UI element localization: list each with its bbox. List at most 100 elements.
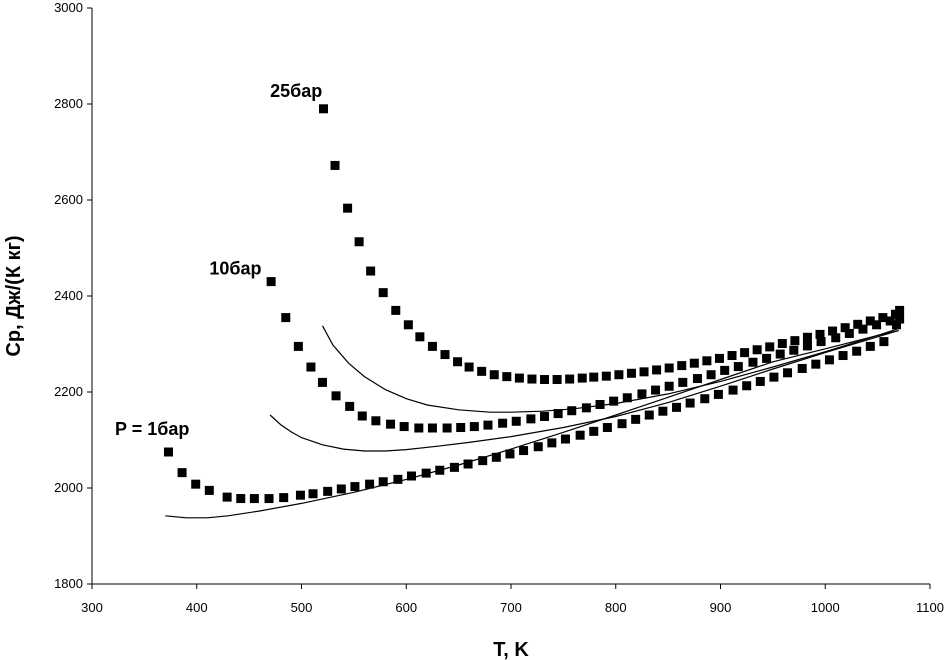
data-point bbox=[435, 465, 445, 475]
data-point bbox=[797, 363, 807, 373]
data-point bbox=[602, 423, 612, 433]
x-axis-label: T, K bbox=[493, 639, 529, 660]
pressure-label: 25бар bbox=[270, 81, 322, 101]
data-point bbox=[427, 341, 437, 351]
data-point bbox=[614, 370, 624, 380]
data-point bbox=[878, 313, 888, 323]
data-point bbox=[366, 266, 376, 276]
x-tick-label: 500 bbox=[291, 600, 313, 615]
data-point bbox=[331, 391, 341, 401]
data-point bbox=[414, 423, 424, 433]
data-point bbox=[365, 479, 375, 489]
data-point bbox=[626, 368, 636, 378]
data-point bbox=[865, 341, 875, 351]
x-tick-label: 400 bbox=[186, 600, 208, 615]
y-axis-label: Cp, Дж/(К кг) bbox=[3, 235, 25, 356]
data-point bbox=[483, 420, 493, 430]
data-point bbox=[498, 418, 508, 428]
data-point bbox=[279, 493, 289, 503]
data-point bbox=[858, 324, 868, 334]
data-point bbox=[811, 359, 821, 369]
data-point bbox=[403, 320, 413, 330]
data-point bbox=[895, 314, 905, 324]
pressure-label: 10бар bbox=[209, 258, 261, 278]
data-point bbox=[589, 426, 599, 436]
data-point bbox=[204, 485, 214, 495]
model-curve-4 bbox=[269, 330, 899, 452]
data-point bbox=[824, 355, 834, 365]
data-markers bbox=[163, 104, 905, 504]
data-point bbox=[713, 389, 723, 399]
data-point bbox=[637, 389, 647, 399]
data-point bbox=[386, 419, 396, 429]
y-tick-label: 2200 bbox=[54, 384, 83, 399]
data-point bbox=[816, 337, 826, 347]
data-point bbox=[330, 160, 340, 170]
data-point bbox=[777, 339, 787, 349]
y-tick-label: 3000 bbox=[54, 0, 83, 15]
data-point bbox=[456, 423, 466, 433]
x-tick-label: 700 bbox=[500, 600, 522, 615]
data-point bbox=[505, 449, 515, 459]
data-point bbox=[427, 423, 437, 433]
data-point bbox=[477, 366, 487, 376]
data-point bbox=[802, 332, 812, 342]
x-tick-label: 300 bbox=[81, 600, 103, 615]
data-point bbox=[601, 371, 611, 381]
data-point bbox=[469, 422, 479, 432]
y-tick-label: 2600 bbox=[54, 192, 83, 207]
x-tick-label: 600 bbox=[395, 600, 417, 615]
data-point bbox=[644, 410, 654, 420]
data-point bbox=[895, 305, 905, 315]
data-point bbox=[617, 419, 627, 429]
data-point bbox=[609, 396, 619, 406]
x-tick-label: 1000 bbox=[811, 600, 840, 615]
data-point bbox=[323, 486, 333, 496]
data-point bbox=[533, 442, 543, 452]
data-point bbox=[631, 414, 641, 424]
data-point bbox=[421, 468, 431, 478]
data-point bbox=[728, 385, 738, 395]
data-point bbox=[844, 328, 854, 338]
data-point bbox=[540, 375, 550, 385]
data-point bbox=[720, 365, 730, 375]
data-point bbox=[502, 372, 512, 382]
data-point bbox=[802, 341, 812, 351]
pressure-label: P = 1бар bbox=[115, 419, 189, 439]
data-point bbox=[831, 333, 841, 343]
data-point bbox=[266, 277, 276, 287]
data-point bbox=[547, 438, 557, 448]
data-point bbox=[453, 357, 463, 367]
data-point bbox=[560, 434, 570, 444]
data-point bbox=[540, 411, 550, 421]
data-point bbox=[714, 353, 724, 363]
data-point bbox=[790, 336, 800, 346]
data-point bbox=[748, 357, 758, 367]
data-point bbox=[553, 409, 563, 419]
x-tick-label: 800 bbox=[605, 600, 627, 615]
data-point bbox=[306, 362, 316, 372]
data-point bbox=[357, 411, 367, 421]
data-point bbox=[511, 416, 521, 426]
data-point bbox=[406, 471, 416, 481]
data-point bbox=[595, 399, 605, 409]
y-tick-label: 1800 bbox=[54, 576, 83, 591]
axes bbox=[91, 8, 930, 585]
data-point bbox=[828, 326, 838, 336]
ticks: 300 400 500 600 700 800 900 1000 1100 1800 2000 220… bbox=[54, 0, 944, 615]
data-point bbox=[163, 447, 173, 457]
data-point bbox=[733, 362, 743, 372]
data-point bbox=[354, 237, 364, 247]
data-point bbox=[678, 377, 688, 387]
data-point bbox=[702, 356, 712, 366]
data-point bbox=[769, 372, 779, 382]
data-point bbox=[752, 345, 762, 355]
data-point bbox=[442, 423, 452, 433]
data-point bbox=[491, 452, 501, 462]
data-point bbox=[840, 323, 850, 333]
annotations: P = 1бар 10бар 25бар bbox=[115, 81, 322, 439]
data-point bbox=[567, 406, 577, 416]
data-point bbox=[865, 316, 875, 326]
y-tick-label: 2400 bbox=[54, 288, 83, 303]
